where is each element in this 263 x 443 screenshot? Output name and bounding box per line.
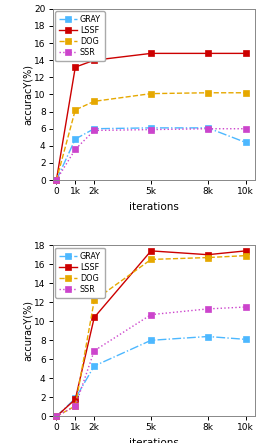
- Y-axis label: accuracY(%): accuracY(%): [23, 300, 33, 361]
- GRAY: [206, 334, 209, 339]
- SSR: [206, 126, 209, 132]
- SSR: [55, 178, 58, 183]
- SSR: [74, 403, 77, 408]
- DOG: [206, 90, 209, 95]
- SSR: [149, 312, 153, 317]
- Legend: GRAY, LSSF, DOG, SSR: GRAY, LSSF, DOG, SSR: [55, 248, 105, 298]
- LSSF: [93, 58, 96, 63]
- Y-axis label: accuracY(%): accuracY(%): [23, 64, 33, 125]
- X-axis label: iterations: iterations: [129, 202, 179, 212]
- DOG: [55, 178, 58, 183]
- GRAY: [206, 125, 209, 131]
- SSR: [55, 414, 58, 419]
- SSR: [74, 147, 77, 152]
- GRAY: [74, 396, 77, 401]
- Line: LSSF: LSSF: [53, 248, 249, 420]
- Legend: GRAY, LSSF, DOG, SSR: GRAY, LSSF, DOG, SSR: [55, 11, 105, 62]
- GRAY: [55, 178, 58, 183]
- DOG: [74, 403, 77, 408]
- SSR: [93, 348, 96, 354]
- X-axis label: iterations: iterations: [129, 438, 179, 443]
- LSSF: [74, 64, 77, 70]
- LSSF: [206, 252, 209, 257]
- LSSF: [244, 51, 247, 56]
- Line: DOG: DOG: [53, 89, 249, 183]
- LSSF: [55, 414, 58, 419]
- LSSF: [206, 51, 209, 56]
- SSR: [149, 127, 153, 132]
- DOG: [55, 414, 58, 419]
- DOG: [149, 257, 153, 262]
- GRAY: [55, 414, 58, 419]
- SSR: [244, 304, 247, 310]
- DOG: [93, 298, 96, 303]
- Line: SSR: SSR: [53, 304, 249, 420]
- Line: DOG: DOG: [53, 253, 249, 420]
- LSSF: [93, 315, 96, 320]
- SSR: [244, 126, 247, 132]
- GRAY: [74, 136, 77, 142]
- DOG: [149, 91, 153, 96]
- GRAY: [93, 363, 96, 369]
- GRAY: [149, 338, 153, 343]
- Line: GRAY: GRAY: [53, 125, 249, 183]
- DOG: [244, 253, 247, 258]
- GRAY: [149, 125, 153, 131]
- DOG: [74, 107, 77, 113]
- SSR: [206, 306, 209, 311]
- LSSF: [244, 248, 247, 253]
- LSSF: [74, 396, 77, 402]
- LSSF: [55, 178, 58, 183]
- LSSF: [149, 248, 153, 253]
- DOG: [244, 90, 247, 95]
- GRAY: [244, 337, 247, 342]
- Line: GRAY: GRAY: [53, 334, 249, 420]
- GRAY: [244, 140, 247, 145]
- LSSF: [149, 51, 153, 56]
- DOG: [93, 99, 96, 104]
- Line: SSR: SSR: [53, 126, 249, 183]
- DOG: [206, 255, 209, 260]
- GRAY: [93, 126, 96, 132]
- Line: LSSF: LSSF: [53, 50, 249, 183]
- SSR: [93, 128, 96, 133]
